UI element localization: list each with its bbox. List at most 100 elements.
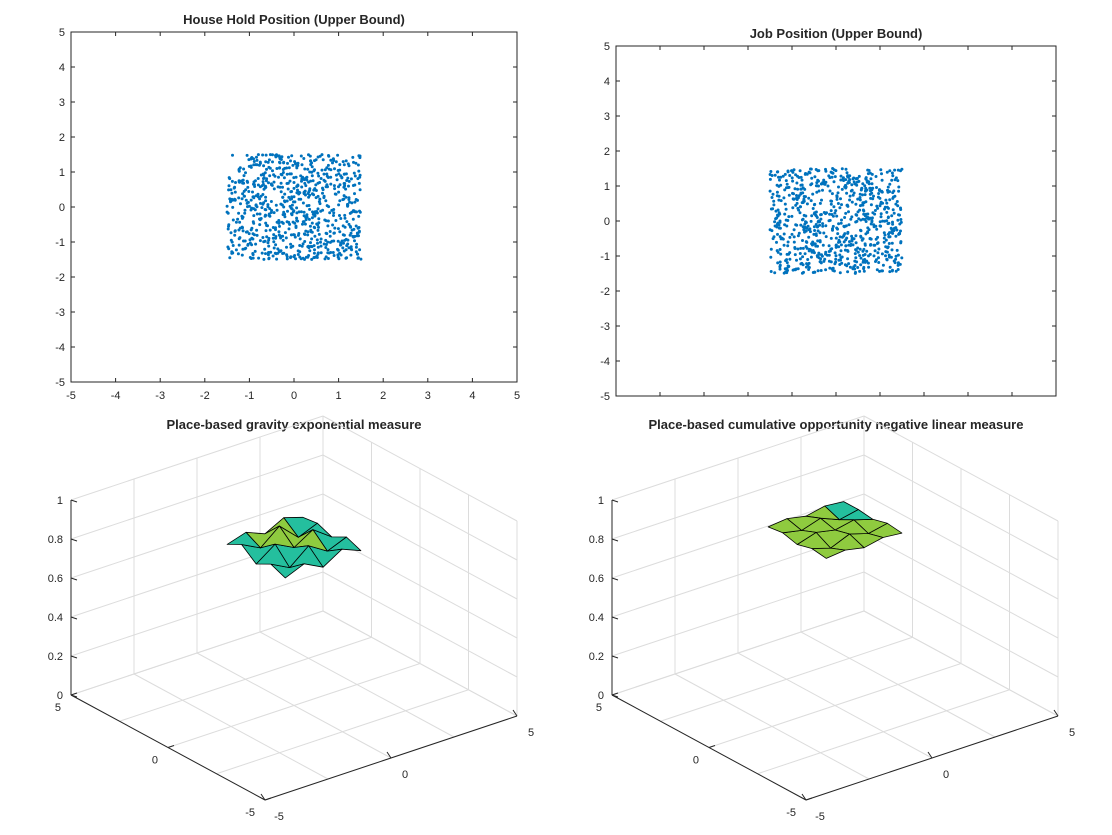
scatter-point <box>773 271 777 275</box>
panel-cumulative-surface: Place-based cumulative opportunity negat… <box>589 415 1075 823</box>
x-tick-label: 5 <box>528 727 534 739</box>
scatter-point <box>812 203 816 207</box>
scatter-point <box>882 236 886 240</box>
scatter-point <box>793 246 797 249</box>
scatter-point <box>783 188 787 192</box>
scatter-point <box>888 190 892 194</box>
scatter-point <box>848 198 852 202</box>
scatter-point <box>250 226 254 230</box>
scatter-point <box>301 222 304 226</box>
scatter-point <box>850 237 854 241</box>
y-tick-mark <box>70 692 78 696</box>
scatter-point <box>837 185 840 189</box>
scatter-point <box>880 172 883 176</box>
scatter-point <box>829 209 833 213</box>
scatter-point <box>850 215 854 219</box>
scatter-point <box>795 181 799 185</box>
scatter-point <box>243 208 247 212</box>
scatter-point <box>834 169 838 173</box>
scatter-point <box>830 199 834 203</box>
scatter-point <box>886 185 890 189</box>
y-tick-label: 2 <box>604 146 610 158</box>
surface-patch <box>226 531 261 549</box>
scatter-point <box>899 206 902 210</box>
scatter-point <box>883 219 887 223</box>
scatter-point <box>844 238 848 242</box>
scatter-point <box>316 207 320 211</box>
z-tick-label: 0 <box>57 690 63 702</box>
scatter-point <box>230 191 234 195</box>
scatter-point <box>859 229 863 233</box>
scatter-point <box>858 208 862 212</box>
scatter-point <box>791 170 795 174</box>
grid-line <box>708 663 962 748</box>
scatter-point <box>349 177 353 181</box>
scatter-point <box>815 216 819 219</box>
scatter-point <box>264 160 268 164</box>
scatter-point <box>331 161 334 165</box>
scatter-point <box>848 174 852 178</box>
plot-box <box>615 45 1057 397</box>
scatter-point <box>788 174 792 177</box>
scatter-point <box>229 231 233 235</box>
scatter-point <box>774 209 778 213</box>
scatter-point <box>816 178 820 182</box>
scatter-point <box>839 243 843 247</box>
scatter-point <box>332 211 336 215</box>
scatter-point <box>342 241 345 245</box>
scatter-point <box>247 204 251 208</box>
scatter-point <box>316 245 320 249</box>
scatter-point <box>272 180 276 184</box>
scatter-point <box>265 177 269 181</box>
scatter-point <box>858 198 862 202</box>
scatter-point <box>285 255 289 259</box>
scatter-point <box>862 201 866 205</box>
scatter-point <box>840 187 844 191</box>
scatter-point <box>883 207 886 211</box>
scatter-point <box>873 249 877 253</box>
scatter-point <box>246 242 250 246</box>
scatter-point <box>282 160 286 164</box>
scatter-point <box>227 184 231 188</box>
scatter-point <box>342 197 346 201</box>
x-tick-label: 3 <box>425 390 431 402</box>
scatter-point <box>255 205 259 209</box>
scatter-point <box>856 246 860 250</box>
scatter-point <box>897 213 900 217</box>
scatter-point <box>240 225 244 229</box>
x-tick-label: 1 <box>336 390 342 402</box>
scatter-point <box>345 220 349 224</box>
scatter-point <box>818 231 822 235</box>
scatter-point <box>318 154 322 158</box>
scatter-point <box>772 199 776 203</box>
scatter-point <box>872 194 875 198</box>
scatter-point <box>249 198 253 202</box>
scatter-point <box>344 187 348 191</box>
scatter-point <box>792 228 796 232</box>
scatter-point <box>339 217 343 220</box>
scatter-point <box>346 162 350 166</box>
scatter-point <box>888 265 892 269</box>
scatter-point <box>311 179 315 183</box>
scatter-point <box>897 185 901 189</box>
scatter-point <box>798 252 802 255</box>
scatter-point <box>785 224 789 228</box>
scatter-point <box>291 163 295 167</box>
scatter-point <box>897 189 901 193</box>
scatter-point <box>899 220 903 224</box>
y-tick-label: -4 <box>600 356 610 368</box>
scatter-point <box>315 210 319 213</box>
scatter-point <box>256 177 260 180</box>
surface-patch <box>811 547 846 559</box>
scatter-point <box>258 212 262 216</box>
scatter-point <box>238 236 242 240</box>
scatter-point <box>890 178 894 182</box>
scatter-point <box>271 160 274 164</box>
scatter-point <box>784 207 788 211</box>
scatter-point <box>350 248 354 252</box>
scatter-point <box>833 211 837 215</box>
scatter-point <box>834 257 838 261</box>
scatter-point <box>326 185 329 189</box>
scatter-point <box>240 197 244 201</box>
